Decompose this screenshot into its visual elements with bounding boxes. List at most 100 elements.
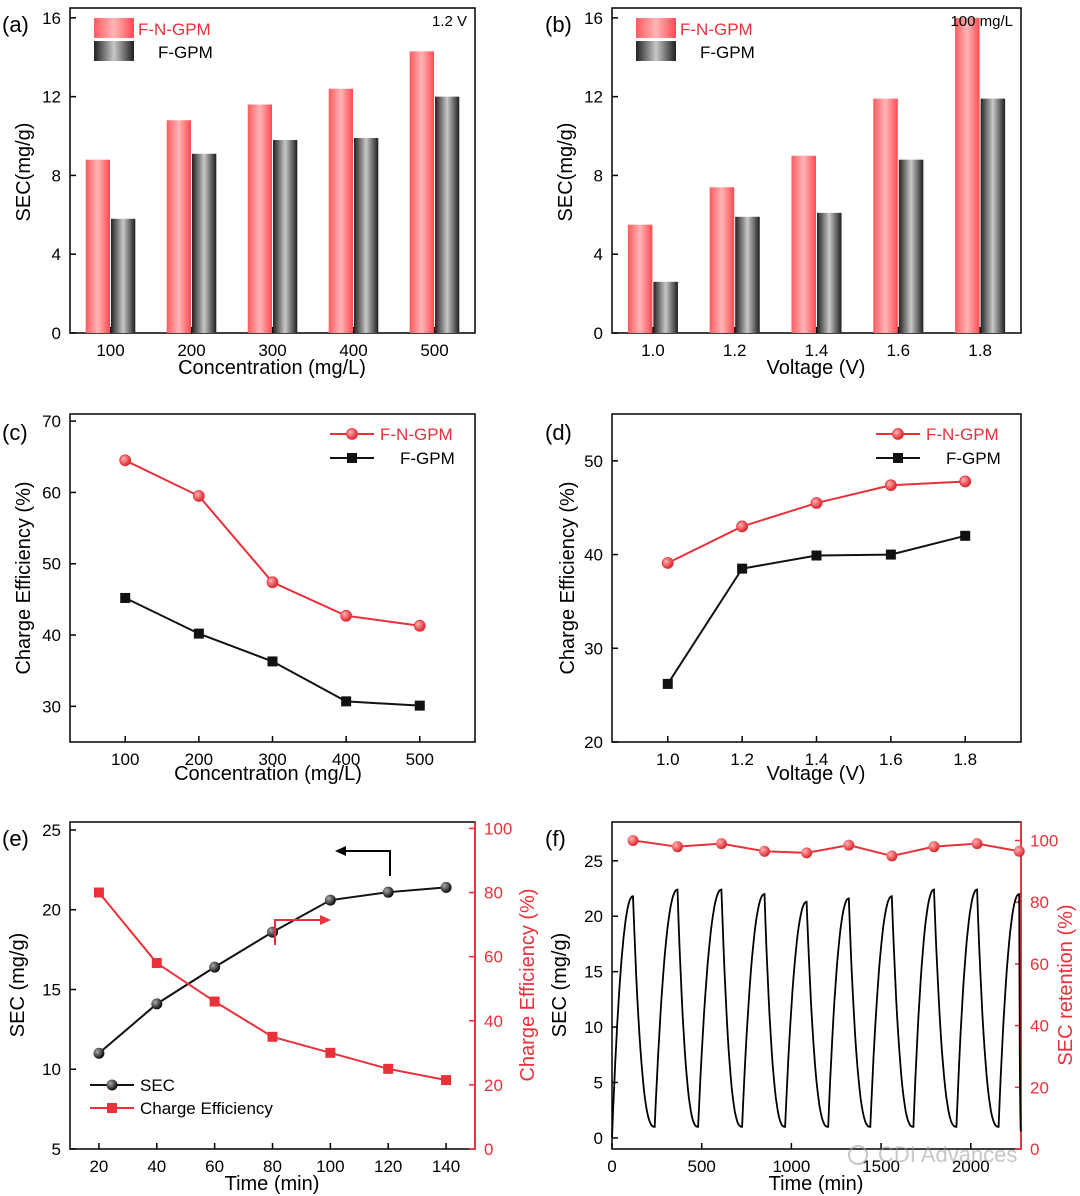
retention-point bbox=[758, 845, 770, 857]
x-tick-label-c: 200 bbox=[185, 750, 213, 769]
data-point-e-sec bbox=[440, 881, 452, 893]
retention-point bbox=[928, 841, 940, 853]
legend-swatch-b-f-n-gpm bbox=[636, 18, 676, 38]
data-point-d-f-n-gpm bbox=[810, 497, 823, 509]
data-point-d-f-gpm bbox=[960, 530, 971, 541]
legend-label-b-f-gpm: F-GPM bbox=[700, 43, 755, 62]
x-tick-label-e: 120 bbox=[374, 1157, 402, 1176]
bar-b-f-n-gpm bbox=[873, 98, 898, 333]
data-point-d-f-gpm bbox=[737, 563, 748, 574]
bar-b-f-gpm bbox=[735, 216, 760, 333]
y-tick-label-f: 15 bbox=[584, 963, 603, 982]
y-tick-label-e: 5 bbox=[52, 1140, 61, 1159]
retention-point bbox=[671, 841, 683, 853]
y-axis-label-d: Charge Efficiency (%) bbox=[557, 481, 579, 674]
y-tick-label-c: 60 bbox=[42, 483, 61, 502]
y2-tick-label-f: 0 bbox=[1030, 1140, 1039, 1159]
x-axis-label-e: Time (min) bbox=[225, 1173, 320, 1195]
y2-tick-label-f: 80 bbox=[1030, 893, 1049, 912]
retention-point bbox=[1013, 845, 1025, 857]
y2-axis-label-e: Charge Efficiency (%) bbox=[517, 888, 539, 1081]
panel-label-a: (a) bbox=[2, 12, 29, 37]
y-tick-label-b: 12 bbox=[584, 88, 603, 107]
bar-a-f-gpm bbox=[192, 153, 217, 333]
y-tick-label-a: 16 bbox=[42, 9, 61, 28]
y2-tick-label-f: 100 bbox=[1030, 832, 1058, 851]
x-tick-label-b: 1.0 bbox=[641, 341, 665, 360]
y2-tick-label-e: 80 bbox=[484, 884, 503, 903]
plot-frame-f bbox=[611, 821, 1022, 1150]
x-tick-label-d: 1.8 bbox=[953, 750, 977, 769]
y-tick-label-b: 4 bbox=[594, 245, 603, 264]
legend-label-a-f-gpm: F-GPM bbox=[158, 43, 213, 62]
x-tick-label-e: 40 bbox=[147, 1157, 166, 1176]
data-point-d-f-gpm bbox=[662, 678, 673, 689]
x-tick-label-f: 1500 bbox=[862, 1157, 900, 1176]
y-tick-label-b: 16 bbox=[584, 9, 603, 28]
x-tick-label-c: 100 bbox=[111, 750, 139, 769]
legend-label-c: F-GPM bbox=[400, 449, 455, 468]
data-point-d-f-n-gpm bbox=[736, 520, 749, 533]
x-tick-label-f: 0 bbox=[607, 1157, 616, 1176]
x-tick-label-d: 1.4 bbox=[805, 750, 829, 769]
data-point-d-f-n-gpm bbox=[661, 557, 674, 569]
bar-a-f-n-gpm bbox=[409, 51, 434, 333]
x-axis-label-d: Voltage (V) bbox=[767, 763, 866, 785]
data-point-c-f-gpm bbox=[414, 700, 425, 711]
watermark-text: CDI Advances bbox=[878, 1142, 1017, 1167]
arrow-right-axis bbox=[274, 919, 325, 945]
x-axis-label-b: Voltage (V) bbox=[767, 357, 866, 379]
y-tick-label-e: 15 bbox=[42, 980, 61, 999]
legend-marker-d bbox=[893, 453, 903, 463]
y2-axis-label-f: SEC retention (%) bbox=[1055, 904, 1077, 1065]
x-tick-label-e: 100 bbox=[316, 1157, 344, 1176]
y-tick-label-b: 0 bbox=[594, 324, 603, 343]
bar-a-f-n-gpm bbox=[328, 88, 353, 334]
bar-b-f-gpm bbox=[980, 98, 1006, 333]
retention-point bbox=[627, 835, 639, 847]
x-tick-label-e: 140 bbox=[432, 1157, 460, 1176]
data-point-e-sec bbox=[324, 894, 336, 906]
arrowhead-right bbox=[320, 915, 331, 925]
bar-b-f-gpm bbox=[817, 212, 842, 333]
series-line-e-sec bbox=[98, 886, 447, 1055]
data-point-c-f-n-gpm bbox=[340, 609, 353, 622]
y-tick-label-d: 50 bbox=[584, 452, 603, 471]
panel-label-c: (c) bbox=[2, 420, 28, 445]
data-point-e-sec bbox=[151, 998, 163, 1010]
panel-label-d: (d) bbox=[545, 420, 572, 445]
legend-swatch-b-f-gpm bbox=[636, 41, 676, 61]
bar-a-f-gpm bbox=[273, 139, 298, 333]
x-tick-label-a: 500 bbox=[420, 341, 448, 360]
y-tick-label-e: 20 bbox=[42, 901, 61, 920]
y-tick-label-a: 8 bbox=[52, 166, 61, 185]
data-point-e-charge-efficiency bbox=[441, 1075, 452, 1086]
x-tick-label-d: 1.6 bbox=[879, 750, 903, 769]
x-tick-label-a: 400 bbox=[339, 341, 367, 360]
bar-a-f-gpm bbox=[111, 218, 136, 333]
x-tick-label-d: 1.0 bbox=[656, 750, 680, 769]
annotation-b: 100 mg/L bbox=[950, 13, 1013, 30]
data-point-e-sec bbox=[209, 961, 221, 973]
data-point-c-f-gpm bbox=[267, 656, 278, 667]
series-line-c-f-n-gpm bbox=[124, 459, 420, 627]
data-point-e-charge-efficiency bbox=[325, 1047, 336, 1058]
data-point-c-f-gpm bbox=[341, 696, 352, 707]
y-tick-label-f: 0 bbox=[594, 1129, 603, 1148]
x-tick-label-c: 400 bbox=[332, 750, 360, 769]
bar-b-f-n-gpm bbox=[791, 155, 816, 333]
data-point-e-charge-efficiency bbox=[209, 996, 220, 1007]
data-point-d-f-n-gpm bbox=[884, 479, 897, 492]
bar-b-f-gpm bbox=[898, 159, 924, 333]
panel-label-b: (b) bbox=[545, 12, 572, 37]
y2-tick-label-e: 40 bbox=[484, 1012, 503, 1031]
bar-b-f-gpm bbox=[653, 281, 678, 333]
retention-point bbox=[971, 838, 983, 850]
x-tick-label-c: 300 bbox=[258, 750, 286, 769]
bar-a-f-n-gpm bbox=[85, 159, 110, 333]
retention-line bbox=[632, 839, 1020, 857]
x-tick-label-e: 60 bbox=[205, 1157, 224, 1176]
data-point-e-charge-efficiency bbox=[267, 1031, 278, 1042]
x-tick-label-b: 1.6 bbox=[886, 341, 910, 360]
watermark-icon bbox=[848, 1145, 868, 1165]
